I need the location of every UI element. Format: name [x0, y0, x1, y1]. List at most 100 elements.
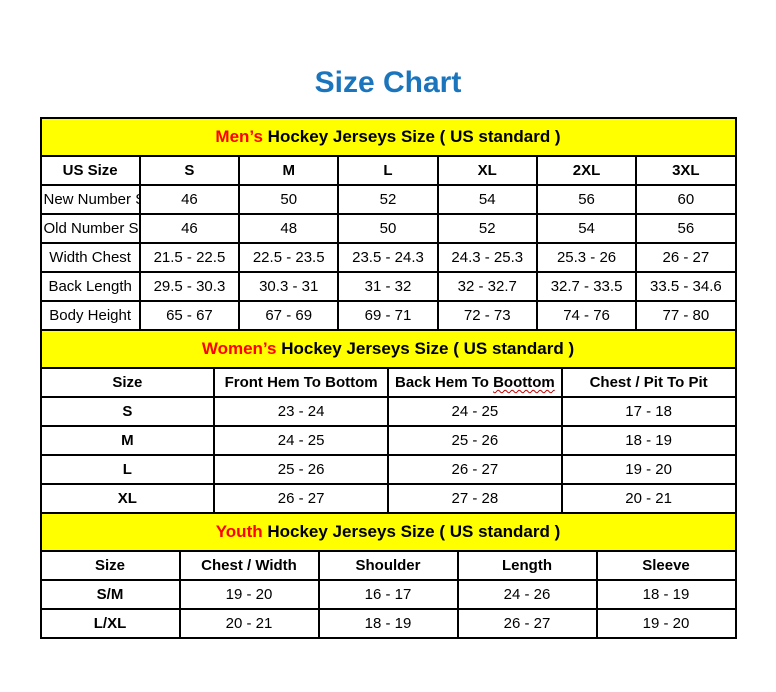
- womens-cell: 19 - 20: [560, 454, 737, 485]
- womens-section-title-highlight: Women’s: [201, 339, 277, 358]
- mens-cell: 29.5 - 30.3: [138, 271, 241, 302]
- womens-section-header-row: Women’s Hockey Jerseys Size ( US standar…: [39, 329, 737, 369]
- mens-cell: 50: [337, 213, 439, 244]
- youth-row-label: S/M: [39, 579, 181, 610]
- mens-col-header-3: L: [337, 155, 439, 186]
- mens-col-header-6: 3XL: [635, 155, 737, 186]
- mens-row-label: Old Number Size: [39, 213, 141, 244]
- womens-col-header-3: Chest / Pit To Pit: [560, 367, 737, 398]
- mens-cell: 31 - 32: [337, 271, 439, 302]
- mens-cell: 52: [436, 213, 538, 244]
- womens-cell: 23 - 24: [213, 396, 389, 427]
- table-row: L/XL 20 - 21 18 - 19 26 - 27 19 - 20: [39, 608, 737, 639]
- womens-section-title-rest: Hockey Jerseys Size ( US standard ): [276, 339, 575, 358]
- mens-row-label: Back Length: [39, 271, 141, 302]
- youth-section-title: Youth Hockey Jerseys Size ( US standard …: [39, 512, 737, 552]
- mens-cell: 56: [635, 213, 737, 244]
- mens-cell: 48: [238, 213, 340, 244]
- mens-section-title: Men’s Hockey Jerseys Size ( US standard …: [39, 117, 737, 157]
- mens-cell: 30.3 - 31: [238, 271, 340, 302]
- mens-row-label: Width Chest: [39, 242, 141, 273]
- mens-cell: 25.3 - 26: [535, 242, 638, 273]
- womens-cell: 24 - 25: [213, 425, 389, 456]
- mens-col-header-1: S: [138, 155, 241, 186]
- mens-cell: 46: [138, 184, 241, 215]
- table-row: Width Chest 21.5 - 22.5 22.5 - 23.5 23.5 - …: [39, 242, 737, 273]
- table-row: XL 26 - 27 27 - 28 20 - 21: [39, 483, 737, 514]
- youth-col-header-0: Size: [39, 550, 181, 581]
- mens-cell: 23.5 - 24.3: [337, 242, 439, 273]
- mens-cell: 50: [238, 184, 340, 215]
- womens-cell: 26 - 27: [387, 454, 563, 485]
- misspelled-word: Boottom: [493, 374, 555, 391]
- womens-row-label: M: [39, 425, 216, 456]
- mens-cell: 21.5 - 22.5: [138, 242, 241, 273]
- size-tables: Men’s Hockey Jerseys Size ( US standard …: [39, 117, 737, 639]
- youth-cell: 20 - 21: [178, 608, 320, 639]
- mens-cell: 67 - 69: [238, 300, 340, 331]
- youth-col-header-2: Shoulder: [317, 550, 459, 581]
- page-title: Size Chart: [314, 66, 462, 99]
- youth-column-header-row: Size Chest / Width Shoulder Length Sleeve: [39, 550, 737, 581]
- mens-cell: 56: [535, 184, 638, 215]
- mens-section-header-row: Men’s Hockey Jerseys Size ( US standard …: [39, 117, 737, 157]
- youth-cell: 26 - 27: [456, 608, 598, 639]
- youth-col-header-1: Chest / Width: [178, 550, 320, 581]
- mens-cell: 69 - 71: [337, 300, 439, 331]
- womens-row-label: XL: [39, 483, 216, 514]
- mens-size-table: Men’s Hockey Jerseys Size ( US standard …: [39, 117, 737, 331]
- mens-cell: 33.5 - 34.6: [635, 271, 737, 302]
- youth-cell: 18 - 19: [595, 579, 737, 610]
- mens-cell: 65 - 67: [138, 300, 241, 331]
- table-row: S 23 - 24 24 - 25 17 - 18: [39, 396, 737, 427]
- table-row: S/M 19 - 20 16 - 17 24 - 26 18 - 19: [39, 579, 737, 610]
- mens-section-title-highlight: Men’s: [215, 127, 263, 146]
- table-row: Body Height 65 - 67 67 - 69 69 - 71 72 - 73 7…: [39, 300, 737, 331]
- mens-cell: 22.5 - 23.5: [238, 242, 340, 273]
- womens-cell: 17 - 18: [560, 396, 737, 427]
- youth-col-header-3: Length: [456, 550, 598, 581]
- mens-cell: 60: [635, 184, 737, 215]
- mens-cell: 32.7 - 33.5: [535, 271, 638, 302]
- mens-cell: 46: [138, 213, 241, 244]
- womens-cell: 25 - 26: [213, 454, 389, 485]
- mens-cell: 77 - 80: [635, 300, 737, 331]
- mens-section-title-rest: Hockey Jerseys Size ( US standard ): [262, 127, 561, 146]
- womens-cell: 26 - 27: [213, 483, 389, 514]
- womens-row-label: S: [39, 396, 216, 427]
- womens-size-table: Women’s Hockey Jerseys Size ( US standar…: [39, 329, 737, 514]
- womens-cell: 20 - 21: [560, 483, 737, 514]
- mens-col-header-0: US Size: [39, 155, 141, 186]
- womens-cell: 24 - 25: [387, 396, 563, 427]
- youth-section-title-highlight: Youth: [215, 522, 263, 541]
- youth-size-table: Youth Hockey Jerseys Size ( US standard …: [39, 512, 737, 639]
- mens-cell: 26 - 27: [635, 242, 737, 273]
- youth-cell: 19 - 20: [595, 608, 737, 639]
- womens-column-header-row: Size Front Hem To Bottom Back Hem To Boott…: [39, 367, 737, 398]
- youth-section-title-rest: Hockey Jerseys Size ( US standard ): [262, 522, 561, 541]
- youth-col-header-4: Sleeve: [595, 550, 737, 581]
- mens-cell: 72 - 73: [436, 300, 538, 331]
- womens-col-header-2: Back Hem To Boottom: [387, 367, 563, 398]
- mens-row-label: Body Height: [39, 300, 141, 331]
- womens-section-title: Women’s Hockey Jerseys Size ( US standar…: [39, 329, 737, 369]
- mens-col-header-4: XL: [436, 155, 538, 186]
- table-row: New Number Size465052545660: [39, 184, 737, 215]
- table-row: Back Length 29.5 - 30.3 30.3 - 31 31 - 32 32…: [39, 271, 737, 302]
- womens-cell: 18 - 19: [560, 425, 737, 456]
- mens-col-header-5: 2XL: [535, 155, 638, 186]
- womens-col-header-0: Size: [39, 367, 216, 398]
- table-row: Old Number Size464850525456: [39, 213, 737, 244]
- youth-cell: 24 - 26: [456, 579, 598, 610]
- youth-cell: 18 - 19: [317, 608, 459, 639]
- mens-col-header-2: M: [238, 155, 340, 186]
- womens-col-header-1: Front Hem To Bottom: [213, 367, 389, 398]
- womens-cell: 27 - 28: [387, 483, 563, 514]
- youth-section-header-row: Youth Hockey Jerseys Size ( US standard …: [39, 512, 737, 552]
- womens-row-label: L: [39, 454, 216, 485]
- youth-cell: 16 - 17: [317, 579, 459, 610]
- youth-row-label: L/XL: [39, 608, 181, 639]
- youth-cell: 19 - 20: [178, 579, 320, 610]
- mens-cell: 54: [535, 213, 638, 244]
- table-row: M 24 - 25 25 - 26 18 - 19: [39, 425, 737, 456]
